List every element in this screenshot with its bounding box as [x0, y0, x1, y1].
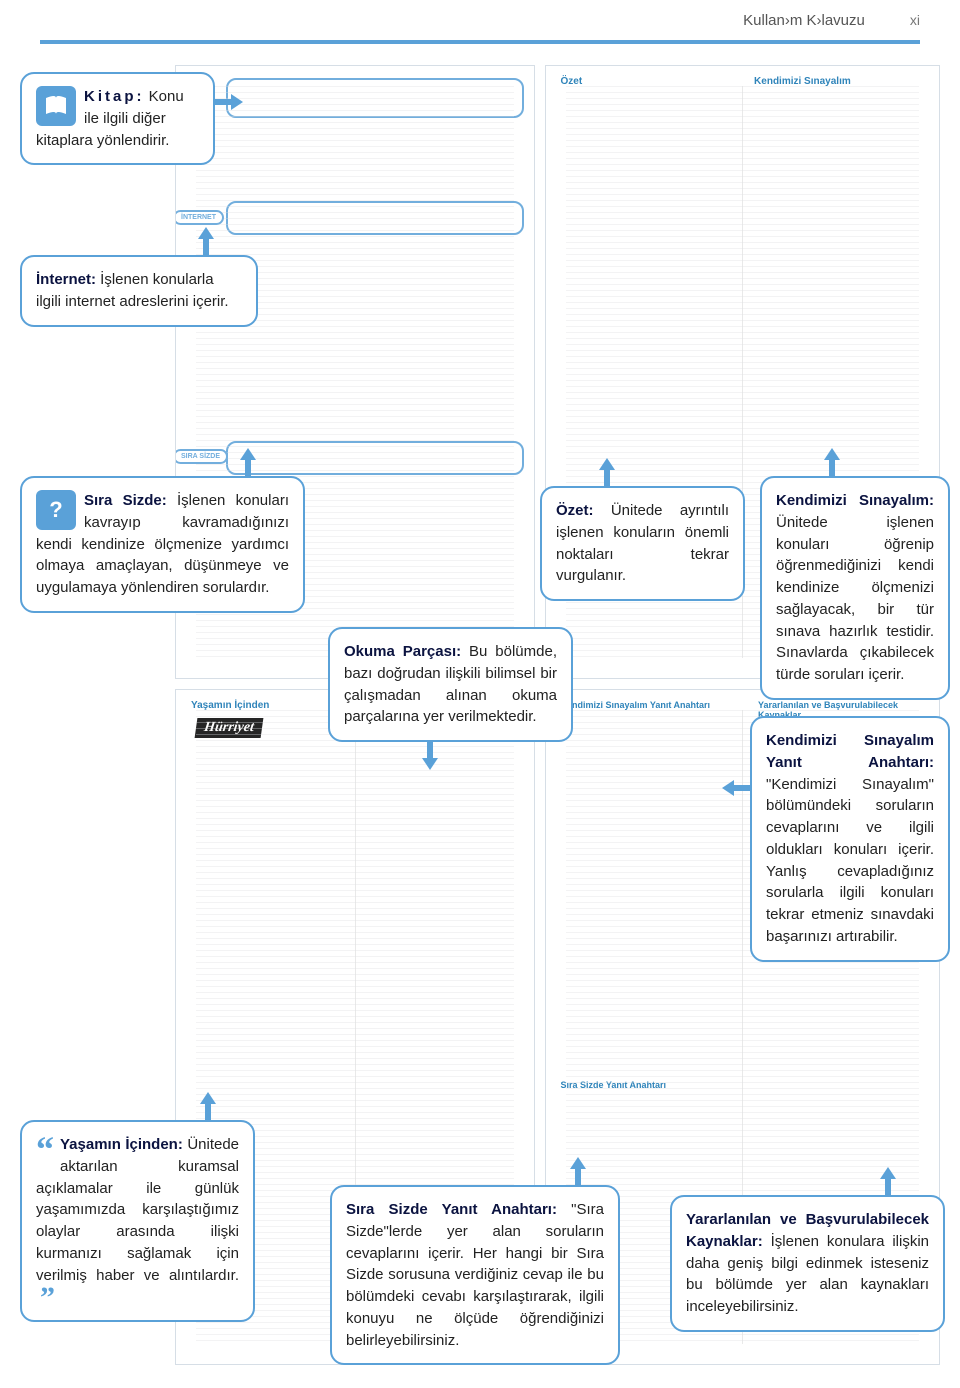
- callout-title: Kendimizi Sınayalım Yanıt Anahtarı:: [766, 732, 934, 771]
- callout-sinayalim-yanit: Kendimizi Sınayalım Yanıt Anahtarı: "Ken…: [750, 716, 950, 962]
- callout-kendimizi-sinayalim: Kendimizi Sınayalım: Ünitede işlenen kon…: [760, 476, 950, 700]
- callout-title: Okuma Parçası:: [344, 643, 461, 660]
- bg-heading-ozet: Özet: [561, 76, 583, 87]
- bg-tag-internet: İNTERNET: [175, 210, 224, 225]
- bg-heading-sinayalim: Kendimizi Sınayalım: [754, 76, 851, 87]
- callout-body: "Sıra Sizde"lerde yer alan soruların cev…: [346, 1201, 604, 1349]
- callout-title: Kitap:: [84, 88, 145, 105]
- bg-tag-sira-sizde: SIRA SİZDE: [175, 449, 228, 464]
- bg-heading-sinayalim-yanit: Kendimizi Sınayalım Yanıt Anahtarı: [561, 700, 711, 710]
- header-title: Kullan›m K›lavuzu: [743, 12, 865, 29]
- page-number: xi: [910, 12, 920, 28]
- callout-title: Özet:: [556, 502, 594, 519]
- callout-title: Yaşamın İçinden:: [60, 1136, 183, 1153]
- callout-okuma-parcasi: Okuma Parçası: Bu bölümde, bazı doğrudan…: [328, 627, 573, 742]
- callout-internet: İnternet: İşlenen konularla ilgili inter…: [20, 255, 258, 327]
- callout-ozet: Özet: Ünitede ayrıntılı işlenen konuları…: [540, 486, 745, 601]
- question-icon: ?: [36, 490, 76, 530]
- page-header: Kullan›m K›lavuzu xi: [0, 0, 960, 40]
- callout-title: Sıra Sizde Yanıt Anahtarı:: [346, 1201, 557, 1218]
- open-quote-icon: “: [36, 1134, 54, 1164]
- callout-kaynaklar: Yararlanılan ve Başvurulabilecek Kaynakl…: [670, 1195, 945, 1332]
- callout-sira-sizde: ? Sıra Sizde: İşlenen konuları kavrayıp …: [20, 476, 305, 613]
- close-quote-icon: ”: [40, 1281, 55, 1314]
- bg-heading-sira-sizde-yanit: Sıra Sizde Yanıt Anahtarı: [561, 1080, 667, 1090]
- bg-heading-yasamin: Yaşamın İçinden: [191, 700, 269, 711]
- callout-body: Ünitede işlenen konuları öğrenip öğrenme…: [776, 514, 934, 683]
- callout-body: "Kendimizi Sınayalım" bölümündeki sorula…: [766, 776, 934, 945]
- callout-title: Sıra Sizde:: [84, 492, 167, 509]
- callout-sira-sizde-yanit: Sıra Sizde Yanıt Anahtarı: "Sıra Sizde"l…: [330, 1185, 620, 1365]
- bg-hurriyet-logo: Hürriyet: [195, 718, 264, 738]
- callout-body: Ünitede aktarılan kuramsal açıklamalar i…: [36, 1136, 239, 1284]
- book-icon: [36, 86, 76, 126]
- callout-yasamin-icinden: “ Yaşamın İçinden: Ünitede aktarılan kur…: [20, 1120, 255, 1322]
- callout-title: Kendimizi Sınayalım:: [776, 492, 934, 509]
- header-rule: [40, 40, 920, 44]
- callout-kitap: Kitap: Konu ile ilgili diğer kitaplara y…: [20, 72, 215, 165]
- callout-title: İnternet:: [36, 271, 96, 288]
